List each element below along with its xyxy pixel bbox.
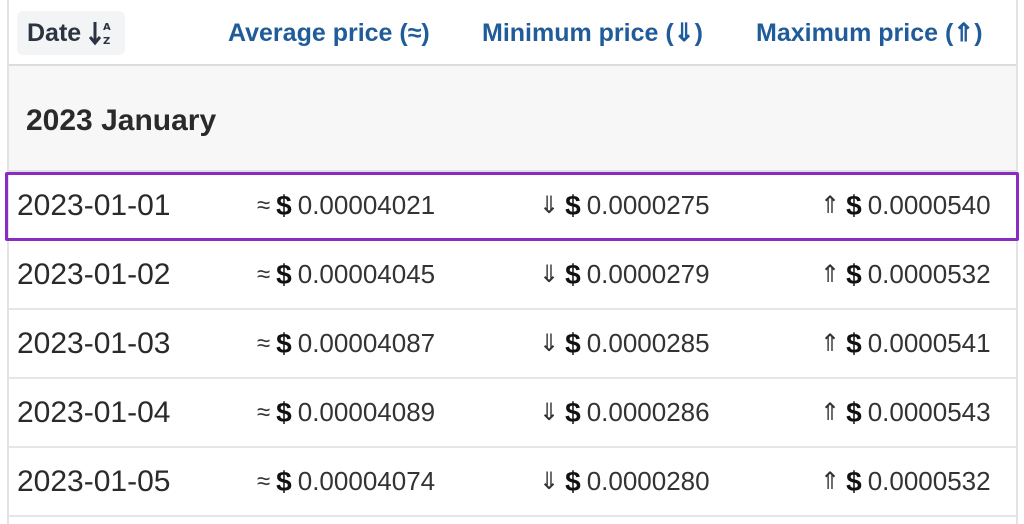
dollar-sign: $	[276, 189, 292, 221]
maximum-price-header[interactable]: Maximum price (⇑)	[756, 19, 983, 47]
row-date: 2023-01-02	[17, 257, 171, 291]
row-maximum-price: ⇑ $ 0.0000543	[820, 379, 991, 446]
row-minimum-price: ⇓ $ 0.0000285	[539, 310, 710, 377]
sort-az-icon: A Z	[89, 18, 115, 48]
row-minimum-price: ⇓ $ 0.0000275	[539, 172, 710, 239]
dollar-sign: $	[846, 396, 862, 428]
row-maximum-price: ⇑ $ 0.0000532	[820, 241, 991, 308]
up-arrow-icon: ⇑	[820, 330, 841, 357]
average-price-value: 0.00004021	[297, 190, 436, 220]
row-minimum-price: ⇓ $ 0.0000279	[539, 241, 710, 308]
month-group-header: 2023 January	[9, 66, 1016, 172]
row-date: 2023-01-01	[17, 188, 171, 222]
minimum-price-value: 0.0000280	[586, 466, 710, 496]
dollar-sign: $	[565, 258, 581, 290]
row-date: 2023-01-03	[17, 326, 171, 360]
minimum-price-header[interactable]: Minimum price (⇓)	[482, 19, 703, 47]
up-arrow-icon: ⇑	[820, 261, 841, 288]
dollar-sign: $	[565, 189, 581, 221]
down-arrow-icon: ⇓	[539, 399, 560, 426]
approx-icon: ≈	[257, 191, 271, 219]
date-sort-button[interactable]: Date A Z	[17, 11, 126, 55]
row-average-price: ≈ $ 0.00004021	[257, 172, 435, 239]
table-border-left	[7, 0, 9, 524]
maximum-price-value: 0.0000532	[867, 259, 991, 289]
average-price-header[interactable]: Average price (≈)	[228, 18, 430, 47]
approx-icon: ≈	[257, 260, 271, 288]
row-maximum-price: ⇑ $ 0.0000540	[820, 172, 991, 239]
down-arrow-icon: ⇓	[539, 468, 560, 495]
average-price-value: 0.00004074	[297, 466, 436, 496]
maximum-price-value: 0.0000532	[867, 466, 991, 496]
row-average-price: ≈ $ 0.00004045	[257, 241, 435, 308]
dollar-sign: $	[565, 396, 581, 428]
dollar-sign: $	[276, 396, 292, 428]
row-minimum-price: ⇓ $ 0.0000286	[539, 379, 710, 446]
minimum-price-value: 0.0000279	[586, 259, 710, 289]
dollar-sign: $	[276, 327, 292, 359]
average-price-value: 0.00004089	[297, 397, 436, 427]
month-group-label: 2023 January	[26, 104, 217, 137]
row-average-price: ≈ $ 0.00004087	[257, 310, 435, 377]
table-row[interactable]: 2023-01-02 ≈ $ 0.00004045 ⇓ $ 0.0000279 …	[9, 241, 1016, 310]
maximum-price-value: 0.0000541	[867, 328, 991, 358]
svg-text:A: A	[103, 22, 111, 33]
row-date: 2023-01-05	[17, 464, 171, 498]
approx-icon: ≈	[257, 329, 271, 357]
minimum-price-value: 0.0000275	[586, 190, 710, 220]
dollar-sign: $	[846, 258, 862, 290]
approx-icon: ≈	[257, 467, 271, 495]
row-date: 2023-01-04	[17, 395, 171, 429]
row-minimum-price: ⇓ $ 0.0000280	[539, 448, 710, 515]
down-arrow-icon: ⇓	[539, 330, 560, 357]
date-header-label: Date	[27, 18, 82, 47]
minimum-price-value: 0.0000285	[586, 328, 710, 358]
approx-icon: ≈	[257, 398, 271, 426]
down-arrow-icon: ⇓	[539, 192, 560, 219]
average-price-value: 0.00004087	[297, 328, 436, 358]
average-price-value: 0.00004045	[297, 259, 436, 289]
up-arrow-icon: ⇑	[820, 192, 841, 219]
dollar-sign: $	[846, 327, 862, 359]
dollar-sign: $	[846, 189, 862, 221]
row-maximum-price: ⇑ $ 0.0000541	[820, 310, 991, 377]
table-row[interactable]: 2023-01-01 ≈ $ 0.00004021 ⇓ $ 0.0000275 …	[9, 172, 1016, 241]
maximum-price-value: 0.0000540	[867, 190, 991, 220]
dollar-sign: $	[276, 258, 292, 290]
table-row[interactable]: 2023-01-05 ≈ $ 0.00004074 ⇓ $ 0.0000280 …	[9, 448, 1016, 517]
table-border-right	[1016, 0, 1018, 524]
dollar-sign: $	[565, 327, 581, 359]
dollar-sign: $	[276, 465, 292, 497]
row-maximum-price: ⇑ $ 0.0000532	[820, 448, 991, 515]
maximum-price-value: 0.0000543	[867, 397, 991, 427]
dollar-sign: $	[846, 465, 862, 497]
table-header: Date A Z Average price (≈) Minimum price…	[9, 0, 1016, 66]
down-arrow-icon: ⇓	[539, 261, 560, 288]
row-average-price: ≈ $ 0.00004074	[257, 448, 435, 515]
table-row[interactable]: 2023-01-04 ≈ $ 0.00004089 ⇓ $ 0.0000286 …	[9, 379, 1016, 448]
table-row[interactable]: 2023-01-03 ≈ $ 0.00004087 ⇓ $ 0.0000285 …	[9, 310, 1016, 379]
row-average-price: ≈ $ 0.00004089	[257, 379, 435, 446]
up-arrow-icon: ⇑	[820, 468, 841, 495]
up-arrow-icon: ⇑	[820, 399, 841, 426]
minimum-price-value: 0.0000286	[586, 397, 710, 427]
svg-text:Z: Z	[103, 36, 110, 47]
dollar-sign: $	[565, 465, 581, 497]
